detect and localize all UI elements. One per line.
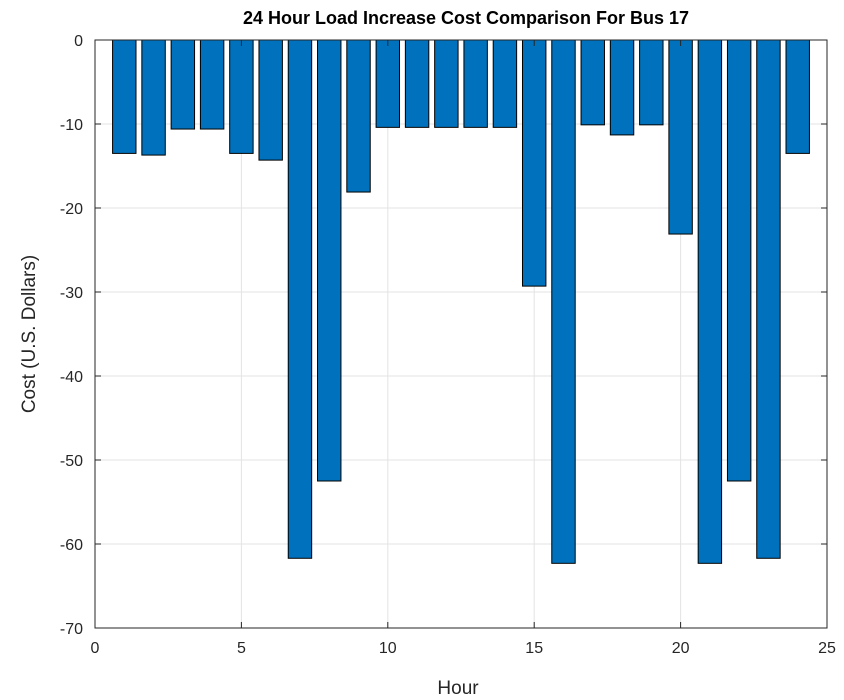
x-axis-label: Hour <box>437 678 479 699</box>
y-tick-label: -40 <box>60 369 83 386</box>
bar <box>551 39 576 564</box>
y-tick-label: -70 <box>60 621 83 638</box>
bar <box>112 39 137 154</box>
x-tick-label: 0 <box>91 640 100 657</box>
bar <box>317 39 342 482</box>
bar <box>492 39 518 128</box>
bar <box>287 39 313 559</box>
bar <box>463 39 488 128</box>
y-axis-label: Cost (U.S. Dollars) <box>19 255 40 413</box>
bar <box>639 39 664 126</box>
chart-title: 24 Hour Load Increase Cost Comparison Fo… <box>243 8 689 28</box>
bar <box>229 39 254 154</box>
bar <box>580 39 605 126</box>
bar <box>521 39 547 287</box>
plot-frame <box>94 39 828 629</box>
bar <box>346 39 371 193</box>
bar <box>258 39 283 161</box>
bar <box>375 39 401 128</box>
bar <box>726 39 752 482</box>
bar <box>609 39 635 136</box>
y-tick-label: -30 <box>60 285 83 302</box>
y-tick-label: 0 <box>74 33 83 50</box>
bar <box>785 39 810 154</box>
x-tick-label: 5 <box>237 640 246 657</box>
y-tick-label: -50 <box>60 453 83 470</box>
bar <box>434 39 459 128</box>
y-tick-label: -60 <box>60 537 83 554</box>
bar <box>668 39 693 235</box>
y-tick-label: -20 <box>60 201 83 218</box>
bar <box>199 39 225 130</box>
x-tick-label: 25 <box>818 640 836 657</box>
bar <box>404 39 430 128</box>
bar <box>697 39 723 564</box>
axis-ticks: 0 5 10 15 20 25 0 -10 -20 -30 -40 -50 -60 -70 <box>60 33 836 657</box>
x-tick-label: 10 <box>379 640 397 657</box>
x-tick-label: 15 <box>525 640 543 657</box>
bar <box>141 39 166 156</box>
bar <box>756 39 781 559</box>
bar <box>170 39 196 130</box>
x-tick-label: 20 <box>672 640 690 657</box>
bars <box>112 39 810 564</box>
y-tick-label: -10 <box>60 117 83 134</box>
